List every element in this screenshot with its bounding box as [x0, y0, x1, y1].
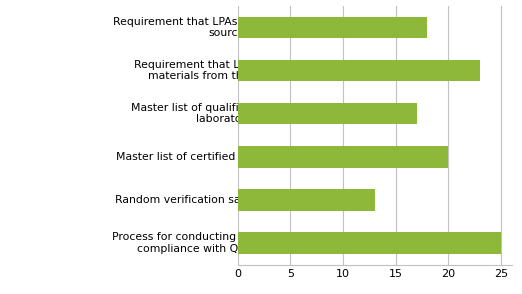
- Bar: [238, 103, 417, 124]
- Bar: [238, 232, 501, 254]
- Bar: [238, 189, 374, 211]
- Bar: [238, 17, 427, 38]
- Bar: [238, 60, 480, 81]
- Bar: [238, 146, 448, 168]
